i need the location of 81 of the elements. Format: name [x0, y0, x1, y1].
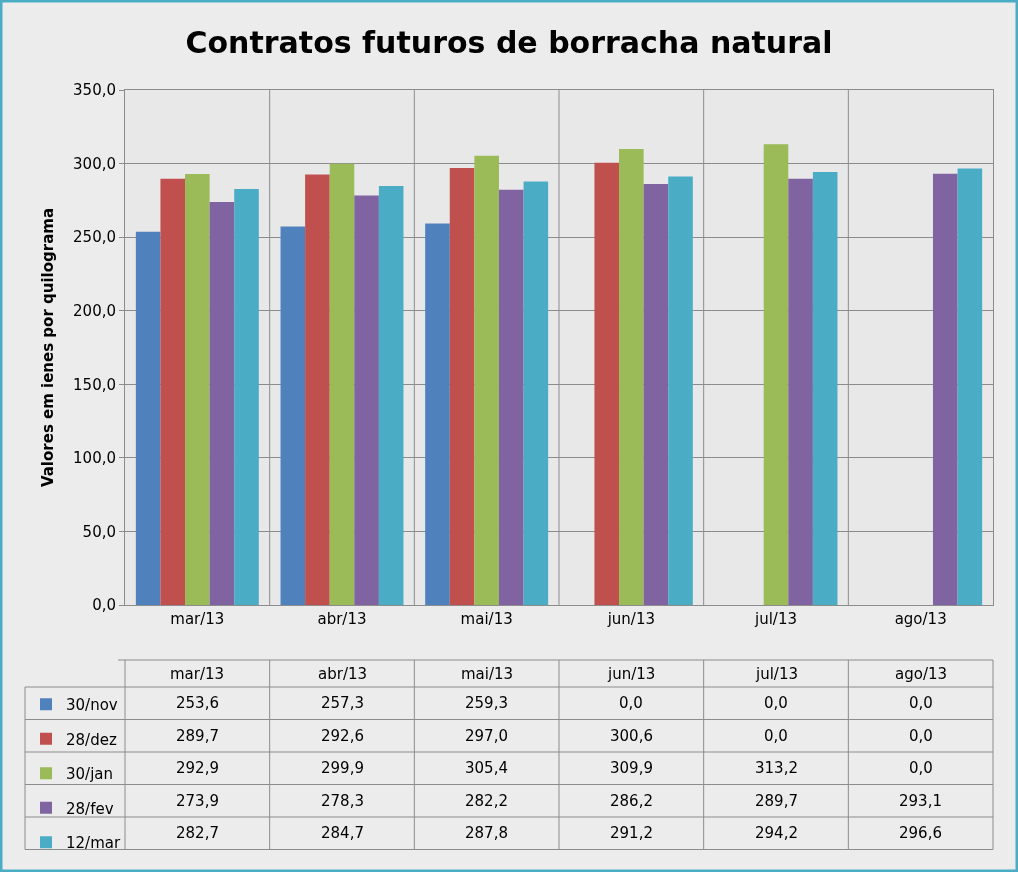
bar [957, 168, 983, 605]
y-tick-label: 0,0 [92, 596, 116, 615]
data-label: 259,3 [465, 694, 508, 712]
bar [668, 176, 693, 605]
bar [788, 178, 813, 605]
bar [932, 173, 958, 605]
category-label: jun/13 [608, 665, 656, 683]
y-tick-label: 50,0 [82, 522, 116, 541]
bar [643, 183, 669, 605]
bar [185, 174, 210, 605]
data-label: 289,7 [176, 727, 219, 745]
data-label: 293,1 [899, 792, 942, 810]
y-tick-label: 200,0 [73, 301, 116, 320]
bar [234, 189, 259, 605]
data-label: 278,3 [321, 792, 364, 810]
data-label: 313,2 [755, 759, 798, 777]
bar [305, 174, 330, 605]
x-tick-label: ago/13 [894, 610, 947, 628]
bar [209, 201, 235, 605]
bar [594, 162, 620, 605]
data-label: 292,9 [176, 759, 219, 777]
data-label: 309,9 [610, 759, 653, 777]
bar [812, 172, 838, 605]
y-tick-label: 150,0 [73, 375, 116, 394]
data-label: 292,6 [321, 727, 364, 745]
data-label: 297,0 [465, 727, 508, 745]
x-tick-label: mar/13 [170, 610, 225, 628]
data-label: 291,2 [610, 824, 653, 842]
data-label: 296,6 [899, 824, 942, 842]
bar [619, 149, 644, 605]
data-label: 300,6 [610, 727, 653, 745]
bar [135, 231, 161, 605]
y-tick-label: 350,0 [73, 81, 116, 100]
category-label: abr/13 [318, 665, 368, 683]
x-tick-label: jul/13 [754, 610, 797, 628]
y-axis-title: Valores em ienes por quilograma [39, 207, 58, 488]
data-label: 299,9 [321, 759, 364, 777]
data-label: 0,0 [909, 727, 933, 745]
y-tick-label: 100,0 [73, 449, 116, 468]
y-tick-label: 300,0 [73, 154, 116, 173]
y-tick-label: 250,0 [73, 228, 116, 247]
bar [449, 167, 475, 605]
category-label: jul/13 [756, 665, 798, 683]
data-label: 284,7 [321, 824, 364, 842]
data-label: 282,2 [465, 792, 508, 810]
chart-title: Contratos futuros de borracha natural [185, 24, 833, 60]
data-label: 305,4 [465, 759, 508, 777]
x-tick-label: mai/13 [460, 610, 513, 628]
bar [354, 195, 379, 605]
legend-label: 12/mar [66, 834, 121, 853]
bar [498, 189, 524, 605]
data-label: 287,8 [465, 824, 508, 842]
bar [280, 226, 306, 605]
data-label: 286,2 [610, 792, 653, 810]
bar [474, 155, 499, 605]
data-label: 253,6 [176, 694, 219, 712]
data-label: 289,7 [755, 792, 798, 810]
category-label: mar/13 [170, 665, 225, 683]
data-label: 273,9 [176, 792, 219, 810]
bar [378, 186, 404, 605]
data-label: 0,0 [909, 759, 933, 777]
data-label: 0,0 [764, 694, 788, 712]
bar [160, 178, 186, 605]
data-label: 0,0 [909, 694, 933, 712]
bar [523, 181, 549, 605]
x-tick-label: abr/13 [317, 610, 367, 628]
category-label: ago/13 [895, 665, 948, 683]
data-label: 0,0 [619, 694, 643, 712]
bar [425, 223, 450, 605]
legend-label: 28/dez [66, 730, 117, 749]
data-label: 282,7 [176, 824, 219, 842]
category-label: mai/13 [461, 665, 514, 683]
legend-label: 30/jan [66, 765, 114, 784]
data-label: 294,2 [755, 824, 798, 842]
bar [329, 163, 355, 605]
data-label: 0,0 [764, 727, 788, 745]
bar [763, 144, 789, 605]
legend-label: 28/fev [66, 799, 114, 818]
x-tick-label: jun/13 [606, 610, 655, 628]
data-label: 257,3 [321, 694, 364, 712]
legend-label: 30/nov [66, 696, 118, 715]
